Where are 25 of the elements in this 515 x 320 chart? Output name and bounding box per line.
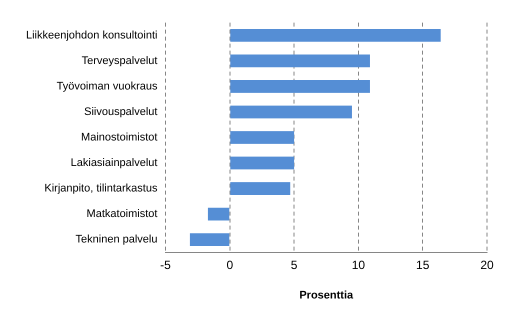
y-tick-label: Mainostoimistot: [81, 132, 158, 144]
bar: [230, 28, 441, 42]
y-tick-label: Työvoiman vuokraus: [56, 80, 158, 92]
x-tick-label: 20: [480, 258, 494, 272]
y-tick-label: Matkatoimistot: [86, 208, 158, 220]
y-tick-label: Tekninen palvelu: [76, 234, 158, 246]
y-tick-label: Lakiasiainpalvelut: [70, 157, 158, 170]
x-tick-label: -5: [160, 258, 172, 272]
bar: [230, 182, 290, 195]
bar: [230, 54, 370, 68]
y-tick-label: Siivouspalvelut: [84, 106, 158, 118]
x-tick-label: 5: [290, 258, 298, 272]
bar: [190, 233, 230, 246]
bar: [230, 156, 294, 170]
x-tick-label: 10: [352, 258, 366, 272]
x-tick-label: 0: [226, 258, 234, 272]
x-axis-title: Prosenttia: [299, 289, 354, 302]
y-tick-label: Liikkeenjohdon konsultointi: [26, 29, 158, 42]
bar: [230, 80, 370, 93]
y-tick-label: Terveyspalvelut: [82, 54, 158, 67]
y-tick-label: Kirjanpito, tilintarkastus: [44, 182, 158, 195]
bar: [230, 131, 294, 144]
bar: [230, 106, 352, 118]
bar: [208, 208, 230, 220]
x-tick-label: 15: [416, 258, 430, 272]
